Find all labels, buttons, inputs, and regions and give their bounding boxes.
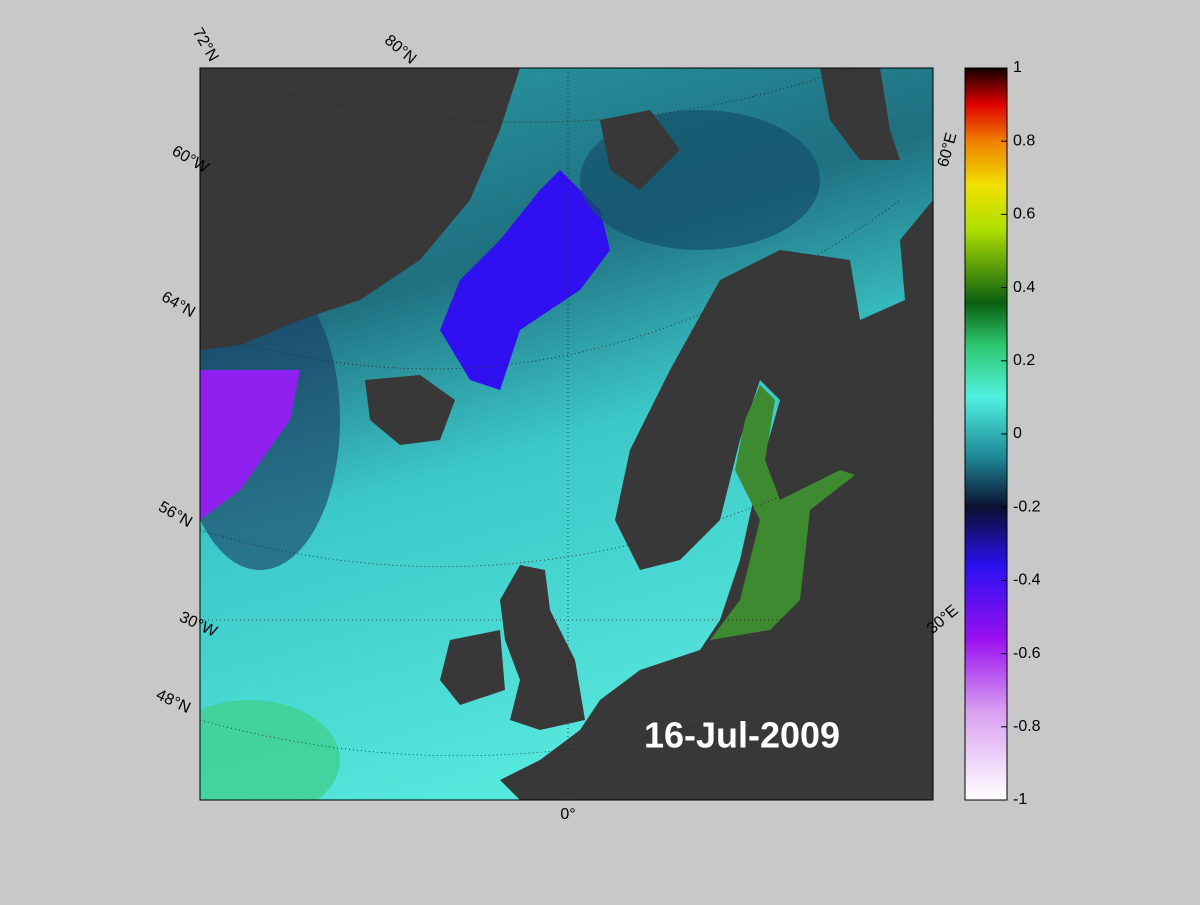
colorbar-tick-label: 0.2 (1013, 352, 1035, 369)
colorbar-tick-label: -1 (1013, 791, 1027, 808)
colorbar-tick-label: -0.6 (1013, 645, 1041, 662)
graticule-label: 56°N (155, 498, 194, 531)
colorbar-tick-label: 1 (1013, 59, 1022, 76)
colorbar-tick-label: 0 (1013, 425, 1022, 442)
colorbar-tick-label: -0.2 (1013, 498, 1041, 515)
graticule-label: 0° (560, 806, 575, 823)
colorbar-tick-label: -0.4 (1013, 572, 1041, 589)
date-label: 16-Jul-2009 (644, 715, 840, 756)
colorbar-tick-label: 0.6 (1013, 206, 1035, 223)
colorbar-tick-label: 0.8 (1013, 132, 1035, 149)
colorbar-ticks: -1 -0.8 -0.6 -0.4 -0.2 0 0.2 0.4 0.6 0.8 1 (1001, 59, 1041, 808)
graticule-label: 48°N (153, 686, 193, 717)
graticule-label: 72°N (189, 25, 222, 64)
colorbar (964, 67, 1008, 801)
colorbar-tick-label: 0.4 (1013, 279, 1035, 296)
graticule-label: 80°N (381, 32, 419, 68)
colorbar-tick-label: -0.8 (1013, 718, 1041, 735)
map-frame (199, 67, 934, 801)
map-field (200, 68, 933, 800)
graticule-label: 60°E (935, 131, 960, 169)
graticule-label: 64°N (158, 288, 197, 321)
